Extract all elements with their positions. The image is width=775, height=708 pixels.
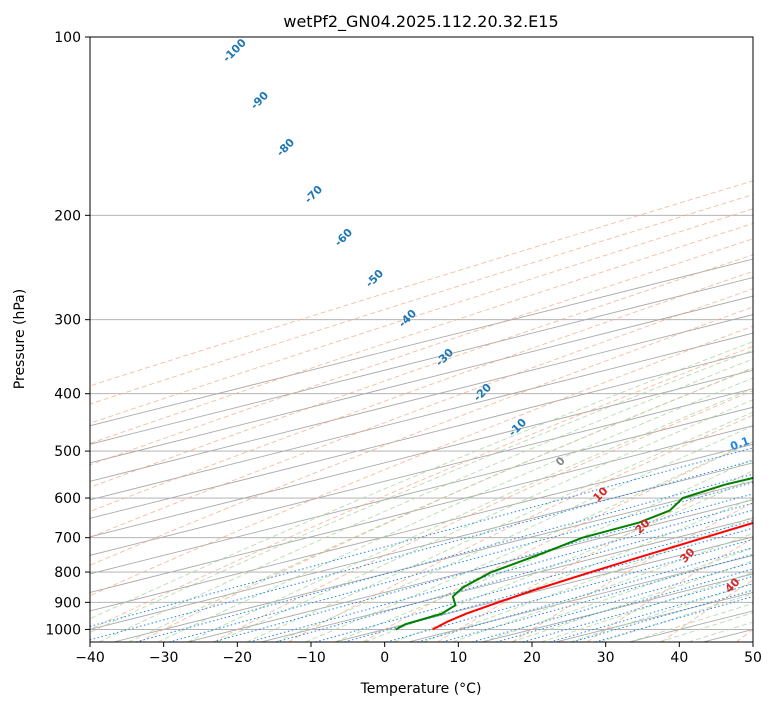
dry-adiabat-line — [90, 254, 753, 488]
mixing-ratio-line — [472, 561, 753, 642]
dewpoint-profile-line — [395, 476, 753, 631]
x-tick-label: −40 — [75, 650, 105, 666]
x-tick-label: 10 — [449, 650, 467, 666]
y-tick-label: 500 — [54, 444, 81, 460]
isotherm-line — [90, 443, 753, 612]
isotherm-line — [90, 314, 753, 482]
isotherm-line — [260, 517, 753, 642]
x-axis-label: Temperature (°C) — [360, 681, 482, 697]
plot-area: -100-90-80-70-60-50-40-30-20-10010203040… — [90, 37, 753, 642]
isotherm-line — [113, 480, 753, 642]
moist-adiabat-line — [98, 358, 753, 642]
moist-adiabat-line — [393, 497, 753, 642]
isotherm-line — [187, 499, 753, 642]
x-axis: −40 −30 −20 −10 0 10 20 30 40 50 — [75, 642, 762, 666]
y-tick-label: 700 — [54, 531, 81, 547]
isotherm-line — [334, 536, 753, 642]
moist-adiabat-line — [90, 349, 753, 633]
dry-adiabat-line — [512, 502, 753, 642]
isotherm-line — [90, 258, 753, 427]
x-tick-label: −10 — [296, 650, 326, 666]
x-tick-label: 30 — [597, 650, 615, 666]
mixing-ratio-line — [275, 509, 753, 642]
moist-adiabat-line — [216, 399, 753, 642]
y-tick-label: 300 — [54, 313, 81, 329]
x-tick-label: −30 — [149, 650, 179, 666]
moist-adiabat-line — [452, 532, 753, 642]
mixing-ratio-line — [212, 493, 753, 642]
y-axis-label: Pressure (hPa) — [12, 289, 28, 389]
y-tick-label: 200 — [54, 208, 81, 224]
mixing-ratio-line — [549, 583, 753, 642]
moist-adiabat-line — [364, 477, 753, 642]
isotherm-line — [90, 462, 753, 630]
y-axis: 100 200 300 400 500 600 700 800 900 1000 — [45, 30, 90, 638]
isotherm-line — [90, 425, 753, 593]
y-tick-label: 600 — [54, 491, 81, 507]
chart-title: wetPf2_GN04.2025.112.20.32.E15 — [283, 12, 558, 32]
temperature-profile-line — [432, 521, 753, 631]
mixing-ratio-line — [249, 502, 753, 642]
mixing-ratio-labels: 0.10.20.40.611.52346810131620253036 — [728, 434, 751, 453]
moist-adiabat-line — [246, 411, 753, 642]
y-tick-label: 400 — [54, 387, 81, 403]
mixing-ratio-line — [496, 568, 753, 642]
dry-adiabat-line — [90, 325, 753, 597]
isotherm-line — [90, 295, 753, 464]
plot-frame — [89, 36, 754, 643]
dry-adiabat-line — [288, 414, 753, 642]
x-tick-label: 50 — [744, 650, 762, 666]
dry-adiabat-line — [90, 180, 753, 387]
dry-adiabat-line — [90, 194, 753, 405]
dry-adiabat-line — [90, 223, 753, 444]
moist-adiabat-line — [90, 341, 753, 620]
dry-adiabat-line — [362, 441, 753, 642]
y-tick-label: 800 — [54, 565, 81, 581]
y-tick-label: 900 — [54, 595, 81, 611]
x-tick-label: 0 — [380, 650, 389, 666]
y-tick-label: 1000 — [45, 622, 81, 638]
mixing-ratio-line — [90, 459, 753, 641]
isotherm-line — [90, 406, 753, 575]
background-lines — [90, 37, 753, 642]
dry-adiabat-line — [437, 470, 753, 642]
dry-adiabat-line — [90, 306, 753, 566]
y-tick-label: 100 — [54, 30, 81, 46]
dry-adiabat-line — [90, 288, 753, 538]
mixing-ratio-line — [522, 575, 753, 642]
x-tick-label: −20 — [223, 650, 253, 666]
isotherm-line — [90, 277, 753, 445]
mixing-ratio-label: 0.1 — [728, 434, 751, 453]
x-tick-label: 20 — [523, 650, 541, 666]
x-tick-label: 40 — [670, 650, 688, 666]
mixing-ratio-line — [168, 482, 753, 642]
isotherm-line — [90, 332, 753, 501]
dry-adiabat-line — [213, 390, 753, 642]
data-series — [395, 476, 753, 631]
moist-adiabat-line — [305, 440, 753, 642]
